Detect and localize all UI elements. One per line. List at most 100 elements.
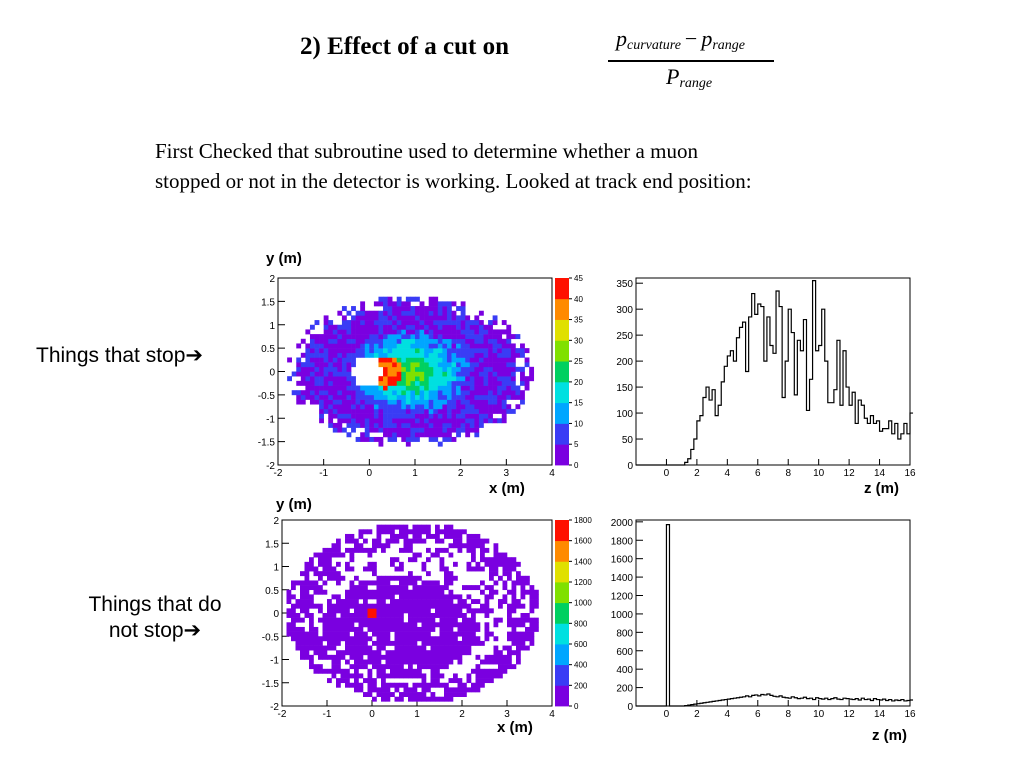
heatmap-nostop-cell [399,664,404,670]
heatmap-nostop-cell [394,622,400,628]
heatmap-stop-cell [497,329,503,335]
heatmap-nostop-cell [511,622,517,628]
heatmap-nostop-cell [466,650,472,656]
heatmap-nostop-cell [484,631,490,637]
heatmap-nostop-cell [408,668,413,674]
heatmap-stop-cell [415,315,420,321]
heatmap-nostop-cell [435,654,440,660]
heatmap-nostop-cell [345,603,350,609]
heatmap-nostop-cell [417,608,422,614]
heatmap-nostop-cell [372,650,377,656]
heatmap-stop-cell [387,422,393,428]
heatmap-stop-cell [314,362,320,368]
heatmap-stop-cell [337,422,343,428]
heatmap-nostop-palette-swatch [555,644,569,666]
heatmap-nostop-cell [349,654,355,660]
heatmap-nostop-cell [444,640,449,646]
heatmap-stop-cell [351,338,356,344]
heatmap-nostop-cell [471,682,476,688]
heatmap-nostop-cell [426,547,431,553]
heatmap-stop-cell [433,408,439,414]
heatmap-stop-cell [469,343,475,349]
heatmap-nostop-cell [286,631,292,637]
heatmap-stop-cell [478,413,484,419]
heatmap-nostop-cell [309,640,314,646]
heatmap-nostop-cell [304,566,310,572]
heatmap-stop-cell [419,390,425,396]
formula-denominator: Prange [666,64,713,91]
heatmap-nostop-cell [372,594,377,600]
heatmap-stop-cell [405,301,411,307]
heatmap-nostop-cell [322,589,328,595]
heatmap-stop-cell [373,348,379,354]
heatmap-stop-cell [369,408,375,414]
heatmap-stop-cell [387,413,393,419]
heatmap-nostop-cell [313,636,319,642]
heatmap-stop-cell [319,376,324,382]
heatmap-nostop-cell [426,533,431,539]
heatmap-stop-cell [488,357,493,363]
heatmap-nostop-cell [444,682,449,688]
heatmap-stop-cell [428,394,434,400]
heatmap-stop-cell [415,422,420,428]
heatmap-stop-cell [415,399,420,405]
heatmap-stop-cell [456,390,461,396]
heatmap-nostop-cell [291,617,296,623]
heatmap-nostop-cell [349,580,355,586]
heatmap-nostop-cell [313,664,319,670]
heatmap-nostop-cell [448,650,454,656]
heatmap-nostop-cell [430,678,436,684]
heatmap-nostop-cell [385,538,391,544]
heatmap-nostop-cell [520,594,526,600]
heatmap-nostop-cell [489,608,494,614]
heatmap-nostop-cell [525,626,530,632]
heatmap-nostop-cell [453,561,458,567]
heatmap-nostop-cell [520,617,526,623]
heatmap-stop-cell [346,390,352,396]
heatmap-stop-cell [401,366,407,372]
heatmap-stop-cell [396,432,402,438]
heatmap-stop-cell [419,418,425,424]
heatmap-stop-cell [369,385,375,391]
heatmap-stop-cell [488,376,493,382]
heatmap-nostop-cell [439,594,445,600]
heatmap-stop-cell [319,418,324,424]
heatmap-nostop-cell [448,617,454,623]
heatmap-stop-palette-swatch [555,423,569,445]
heatmap-nostop-cell [408,692,413,697]
heatmap-nostop-xtick-label: 3 [504,709,510,720]
heatmap-stop-cell [369,352,375,358]
heatmap-nostop-cell [435,664,440,670]
heatmap-nostop-cell [295,617,301,623]
heatmap-nostop-cell [516,654,521,660]
heatmap-stop-cell [405,357,411,363]
heatmap-nostop-cell [390,585,395,591]
heatmap-stop-cell [401,301,407,307]
heatmap-nostop-cell [484,673,490,679]
heatmap-stop-cell [478,362,484,368]
heatmap-stop-cell [364,320,370,326]
heatmap-nostop-cell [349,589,355,595]
heatmap-nostop-cell [426,594,431,600]
heatmap-stop-palette-label: 15 [574,399,583,408]
heatmap-stop-cell [396,348,402,354]
heatmap-nostop-cell [381,613,386,618]
heatmap-nostop-cell [291,580,296,586]
heatmap-stop-cell [355,348,361,354]
heatmap-stop-cell [446,404,452,410]
heatmap-stop-cell [433,343,439,349]
heatmap-nostop-cell [417,552,422,558]
heatmap-nostop-cell [430,636,436,642]
heatmap-nostop-cell [471,543,476,549]
heatmap-nostop-cell [336,617,341,623]
heatmap-nostop-cell [349,650,355,656]
heatmap-nostop-cell [372,566,377,572]
heatmap-stop-cell [373,352,379,358]
heatmap-stop-cell [456,315,461,321]
heatmap-nostop-cell [331,640,337,646]
heatmap-stop-cell [419,394,425,400]
heatmap-nostop-cell [426,608,431,614]
heatmap-stop-cell [337,310,343,316]
heatmap-nostop-cell [304,608,310,614]
heatmap-stop-cell [419,404,425,410]
